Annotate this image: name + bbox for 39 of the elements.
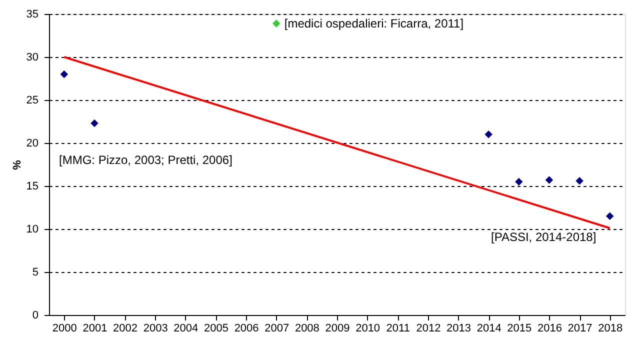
y-tick-label: 25: [26, 94, 38, 106]
x-tick-label: 2008: [294, 322, 320, 334]
x-tick-label: 2007: [264, 322, 290, 334]
x-tick-label: 2014: [476, 322, 502, 334]
y-tick-label: 30: [26, 52, 38, 64]
annotation: [MMG: Pizzo, 2003; Pretti, 2006]: [59, 153, 232, 167]
x-tick-label: 2003: [143, 322, 168, 334]
y-tick-label: 10: [26, 224, 38, 236]
point: [90, 119, 98, 128]
y-tick-label: 5: [32, 266, 38, 278]
y-tick-label: 35: [26, 8, 38, 20]
y-tick-label: 15: [26, 180, 38, 192]
x-tick-label: 2009: [325, 322, 350, 334]
y-tick-label: 0: [32, 310, 38, 322]
point: [484, 130, 492, 138]
x-tick-label: 2013: [446, 322, 472, 334]
x-tick-label: 2004: [174, 322, 198, 334]
x-tick-label: 2000: [52, 322, 77, 334]
x-tick-label: 2018: [598, 322, 623, 334]
y-tick-label: 20: [26, 138, 38, 150]
x-tick-label: 2012: [416, 322, 441, 334]
x-tick-label: 2017: [568, 322, 592, 334]
point: [272, 20, 280, 28]
x-tick-label: 2010: [356, 322, 380, 334]
point: [60, 70, 68, 78]
point: [545, 176, 554, 184]
x-tick-label: 2016: [537, 322, 562, 334]
x-tick-label: 2015: [507, 322, 532, 334]
x-tick-label: 2011: [386, 322, 410, 334]
x-tick-label: 2001: [82, 322, 108, 334]
point: [606, 212, 614, 220]
x-tick-label: 2002: [113, 322, 138, 334]
annotation: [medici ospedalieri: Ficarra, 2011]: [284, 16, 464, 30]
x-tick-label: 2005: [204, 322, 228, 334]
point: [515, 178, 523, 186]
annotation: [PASSI, 2014-2018]: [491, 230, 596, 244]
x-tick-label: 2006: [234, 322, 259, 334]
y-axis-title: %: [11, 160, 24, 170]
point: [576, 176, 584, 185]
